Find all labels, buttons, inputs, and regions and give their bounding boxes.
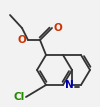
Text: N: N [64,80,73,90]
Text: Cl: Cl [13,92,24,102]
Text: O: O [54,23,63,33]
Text: O: O [18,35,27,45]
